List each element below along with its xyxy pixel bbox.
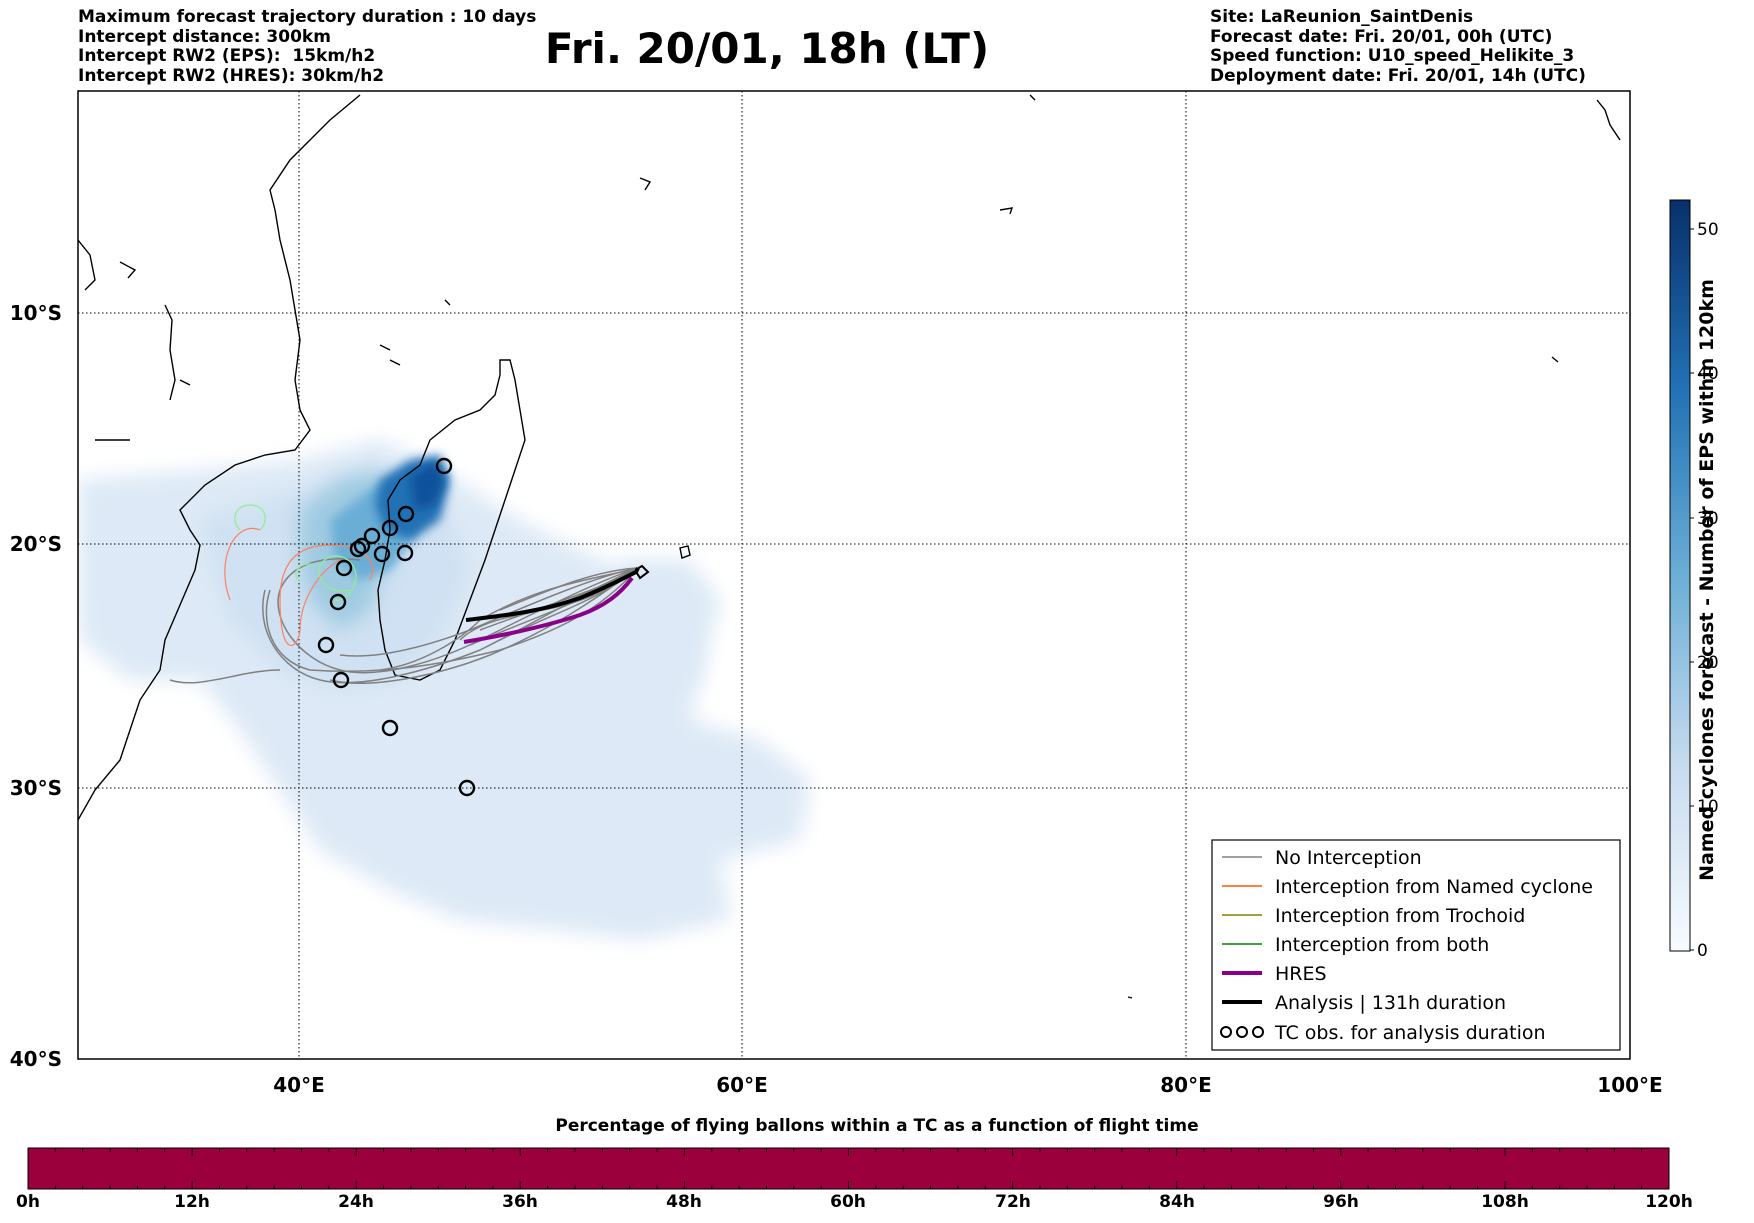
flight-time-tick-label: 36h [502,1192,538,1212]
speed-function-text: Speed function: U10_speed_Helikite_3 [1210,46,1575,66]
legend-box [1211,839,1621,1051]
density-colorbar-fill [1669,199,1691,952]
tc-obs-marker [458,779,476,797]
lat-tick-label: 40°S [10,1047,62,1071]
tc-obs-marker [329,593,347,611]
lon-tick-label: 60°E [716,1073,768,1097]
map-content [78,91,1630,1059]
flight-time-bar-title: Percentage of flying ballons within a TC… [555,1116,1199,1136]
flight-time-tick-label: 12h [174,1192,210,1212]
max-duration-text: Maximum forecast trajectory duration : 1… [78,7,537,27]
intercept-eps-text: Intercept RW2 (EPS): 15km/h2 [78,46,376,66]
site-text: Site: LaReunion_SaintDenis [1210,7,1474,27]
analysis-trajectory [465,567,640,622]
tc-obs-marker [373,545,391,563]
legend-label-named-cyclone: Interception from Named cyclone [1275,876,1593,898]
density-colorbar: 0 10 20 30 40 50 [1669,199,1719,961]
map-title: Fri. 20/01, 18h (LT) [544,24,990,73]
tc-obs-marker [353,537,371,555]
both-interception-trajectories [234,504,357,602]
legend-label-no-interception: No Interception [1275,847,1422,869]
map-frame [77,90,1631,1060]
named-cyclone-interception-trajectories [224,527,374,647]
deployment-date-text: Deployment date: Fri. 20/01, 14h (UTC) [1210,65,1586,86]
legend-label-analysis: Analysis | 131h duration [1275,992,1506,1014]
tc-obs-marker [435,457,453,475]
map-title-container: Fri. 20/01, 18h (LT) [0,24,1754,73]
tc-obs-marker [332,671,350,689]
tc-obs-marker [317,636,335,654]
legend: No Interception Interception from Named … [1211,839,1621,1051]
flight-time-tick-label: 108h [1481,1192,1529,1212]
header-left-info: Maximum forecast trajectory duration : 1… [78,7,537,86]
tc-obs-marker [335,559,353,577]
density-colorbar-label: Named cyclones forecast - Number of EPS … [1696,279,1718,881]
flight-time-tick-label: 72h [995,1192,1031,1212]
flight-time-bar-ticks [27,1148,1670,1189]
tc-obs-marker [396,544,414,562]
tc-obs-marker [397,505,415,523]
coastlines [78,94,1621,999]
tc-obs-marker [381,719,399,737]
flight-time-tick-label: 120h [1645,1192,1693,1212]
legend-swatch-tc-obs [1220,1026,1264,1038]
tc-observations [317,457,476,797]
axis-labels: 10°S 20°S 30°S 40°S 40°E 60°E 80°E 100°E [10,301,1663,1097]
lat-tick-label: 20°S [10,532,62,556]
legend-label-trochoid: Interception from Trochoid [1275,905,1525,927]
tc-obs-marker [381,519,399,537]
tc-obs-marker [349,540,367,558]
flight-time-tick-label: 96h [1323,1192,1359,1212]
cb-tick: 10 [1697,797,1719,817]
legend-label-both: Interception from both [1275,934,1489,956]
lon-tick-label: 40°E [273,1073,325,1097]
flight-time-tick-label: 84h [1159,1192,1195,1212]
intercept-distance-text: Intercept distance: 300km [78,26,331,47]
cb-tick: 30 [1697,509,1719,529]
flight-time-tick-label: 48h [666,1192,702,1212]
flight-time-bar [27,1147,1670,1190]
lon-tick-label: 80°E [1160,1073,1212,1097]
cb-tick: 0 [1697,941,1708,961]
flight-time-tick-label: 24h [338,1192,374,1212]
cb-tick: 20 [1697,653,1719,673]
hres-trajectory [463,576,634,644]
tc-obs-marker [363,527,381,545]
flight-time-tick-label: 0h [16,1192,40,1212]
density-colorbar-ticks: 0 10 20 30 40 50 [1690,220,1719,961]
lat-tick-label: 10°S [10,301,62,325]
header-right-info: Site: LaReunion_SaintDenis Forecast date… [1210,7,1586,86]
lon-tick-label: 100°E [1597,1073,1662,1097]
eps-density-field [78,440,810,940]
cb-tick: 50 [1697,220,1719,240]
intercept-hres-text: Intercept RW2 (HRES): 30km/h2 [78,65,385,86]
lat-tick-label: 30°S [10,776,62,800]
map-grid [78,91,1630,1059]
cb-tick: 40 [1697,364,1719,384]
flight-time-tick-label: 60h [830,1192,866,1212]
legend-label-hres: HRES [1275,963,1327,985]
legend-label-tc-obs: TC obs. for analysis duration [1274,1022,1546,1044]
forecast-date-text: Forecast date: Fri. 20/01, 00h (UTC) [1210,26,1553,47]
